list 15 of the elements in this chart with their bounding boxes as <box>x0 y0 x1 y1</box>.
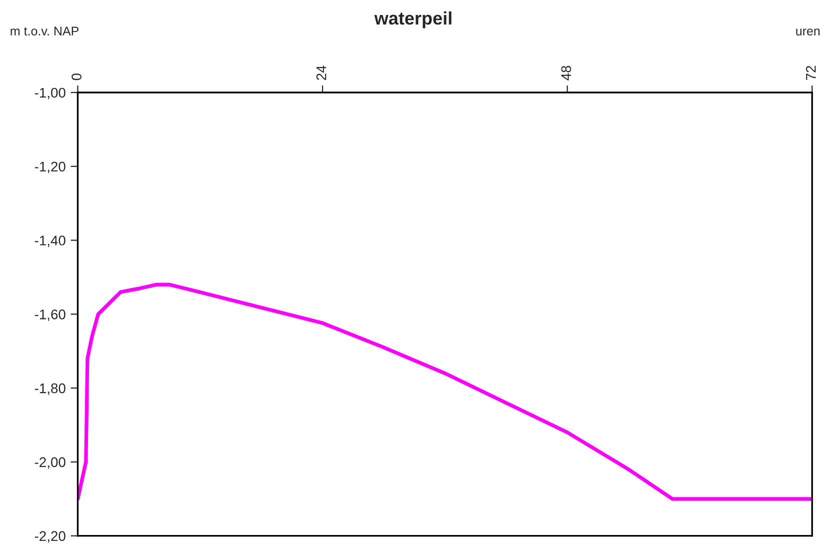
chart-title: waterpeil <box>374 11 452 28</box>
y-tick-label: -1,80 <box>34 383 66 395</box>
x-tick-label: 48 <box>561 66 572 80</box>
y-tick-label: -2,00 <box>34 457 66 469</box>
y-tick-label: -1,00 <box>34 88 66 100</box>
x-tick-label: 0 <box>72 73 82 80</box>
x-tick-label: 72 <box>806 66 816 80</box>
y-tick-label: -2,20 <box>34 531 66 543</box>
y-axis-title: m t.o.v. NAP <box>10 26 78 36</box>
line-series <box>78 282 812 501</box>
y-tick-label: -1,20 <box>34 162 66 174</box>
x-axis-title: uren <box>796 28 820 36</box>
x-tick-label: 24 <box>316 66 326 80</box>
y-tick-label: -1,60 <box>34 309 66 321</box>
y-tick-label: -1,40 <box>34 236 66 248</box>
